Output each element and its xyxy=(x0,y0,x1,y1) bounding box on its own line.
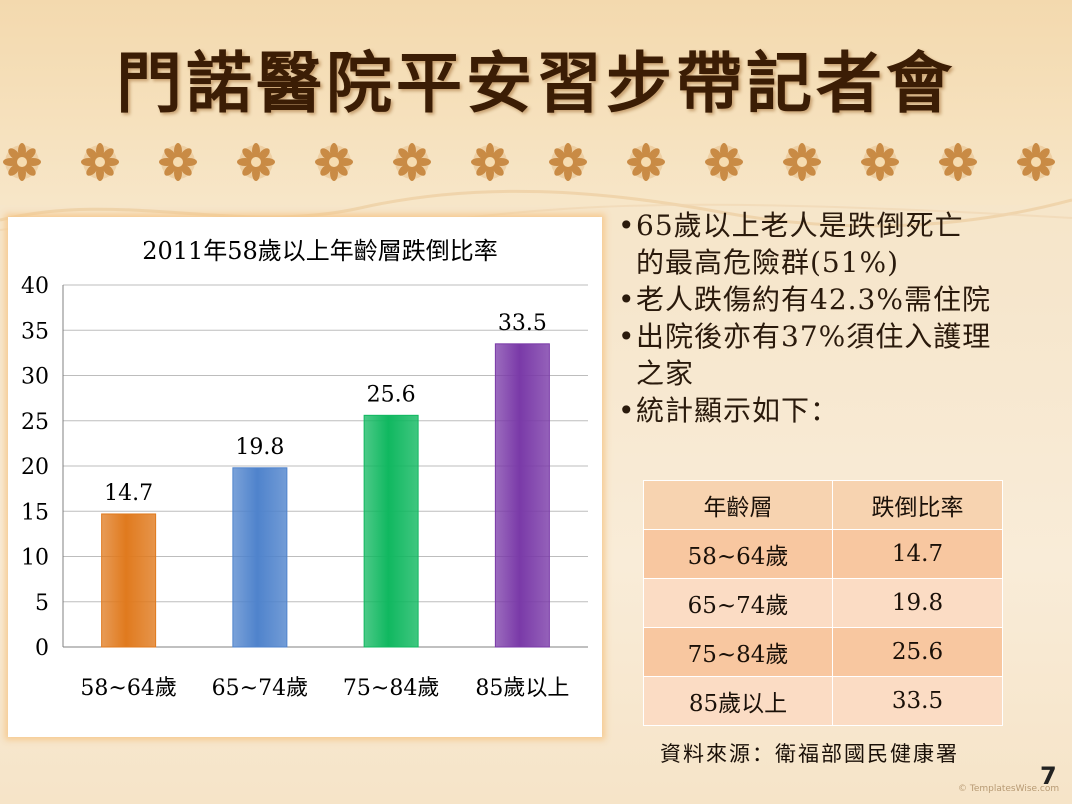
table-cell-rate: 19.8 xyxy=(832,578,1003,628)
bullet-dot: • xyxy=(618,283,636,316)
data-label: 25.6 xyxy=(367,382,416,407)
table-cell-age: 65~74歲 xyxy=(643,578,833,628)
x-tick-label: 58~64歲 xyxy=(80,676,176,701)
y-tick-label: 0 xyxy=(35,636,49,661)
bullet-line: 老人跌傷約有42.3%需住院 xyxy=(636,283,991,316)
bullet-item: • 出院後亦有37%須住入護理 之家 xyxy=(618,318,1068,392)
table-cell-age: 75~84歲 xyxy=(643,627,833,677)
table-row: 85歲以上 33.5 xyxy=(643,676,1003,726)
bullet-dot: • xyxy=(618,209,636,242)
stats-table: 年齡層 跌倒比率 58~64歲 14.7 65~74歲 19.8 75~84歲 … xyxy=(643,480,1003,726)
data-label: 19.8 xyxy=(235,435,284,460)
table-header-age: 年齡層 xyxy=(643,480,833,530)
y-tick-label: 40 xyxy=(21,274,49,299)
bullet-line: 統計顯示如下： xyxy=(636,394,840,427)
bullet-dot: • xyxy=(618,394,636,427)
data-label: 33.5 xyxy=(498,311,547,336)
bullet-line: 65歲以上老人是跌倒死亡 xyxy=(636,209,964,242)
bullet-list: • 65歲以上老人是跌倒死亡 的最高危險群(51%) • 老人跌傷約有42.3%需住院 •… xyxy=(618,207,1068,429)
y-tick-label: 15 xyxy=(21,500,49,525)
stats-table-wrapper: 年齡層 跌倒比率 58~64歲 14.7 65~74歲 19.8 75~84歲 … xyxy=(643,480,1003,726)
bullet-item: • 65歲以上老人是跌倒死亡 的最高危險群(51%) xyxy=(618,207,1068,281)
table-cell-age: 58~64歲 xyxy=(643,529,833,579)
y-tick-label: 25 xyxy=(21,410,49,435)
x-tick-label: 65~74歲 xyxy=(212,676,308,701)
table-cell-age: 85歲以上 xyxy=(643,676,833,726)
y-tick-label: 5 xyxy=(35,591,49,616)
bullet-line: 出院後亦有37%須住入護理 xyxy=(636,320,992,353)
table-cell-rate: 33.5 xyxy=(832,676,1003,726)
slide-title: 門諾醫院平安習步帶記者會 xyxy=(116,44,956,122)
bar-chart: 2011年58歲以上年齡層跌倒比率 0 5 10 15 20 25 30 35 40 14.7 58~… xyxy=(21,237,588,701)
source-note: 資料來源：衛福部國民健康署 xyxy=(660,742,959,766)
table-row: 75~84歲 25.6 xyxy=(643,627,1003,677)
page-number: 7 xyxy=(1040,762,1057,790)
table-header-row: 年齡層 跌倒比率 xyxy=(643,480,1003,530)
y-tick-label: 10 xyxy=(21,546,49,571)
y-tick-label: 30 xyxy=(21,365,49,390)
bar xyxy=(494,343,550,648)
bar xyxy=(363,414,419,648)
x-tick-label: 75~84歲 xyxy=(343,676,439,701)
chart-panel: 2011年58歲以上年齡層跌倒比率 0 5 10 15 20 25 30 35 40 14.7 58~… xyxy=(8,217,602,737)
table-cell-rate: 14.7 xyxy=(832,529,1003,579)
bar xyxy=(232,467,288,648)
bullet-item: • 老人跌傷約有42.3%需住院 xyxy=(618,281,1068,318)
bullet-line: 的最高危險群(51%) xyxy=(636,246,900,279)
data-label: 14.7 xyxy=(104,481,153,506)
bullet-line: 之家 xyxy=(636,357,695,390)
chart-title: 2011年58歲以上年齡層跌倒比率 xyxy=(142,237,498,265)
table-row: 65~74歲 19.8 xyxy=(643,578,1003,628)
table-row: 58~64歲 14.7 xyxy=(643,529,1003,579)
x-tick-label: 85歲以上 xyxy=(475,676,569,701)
bullet-dot: • xyxy=(618,320,636,353)
template-credit: © TemplatesWise.com xyxy=(958,784,1060,794)
table-header-rate: 跌倒比率 xyxy=(832,480,1003,530)
y-tick-label: 20 xyxy=(21,455,49,480)
y-tick-label: 35 xyxy=(21,319,49,344)
bar xyxy=(101,513,157,648)
bullet-item: • 統計顯示如下： xyxy=(618,392,1068,429)
table-cell-rate: 25.6 xyxy=(832,627,1003,677)
